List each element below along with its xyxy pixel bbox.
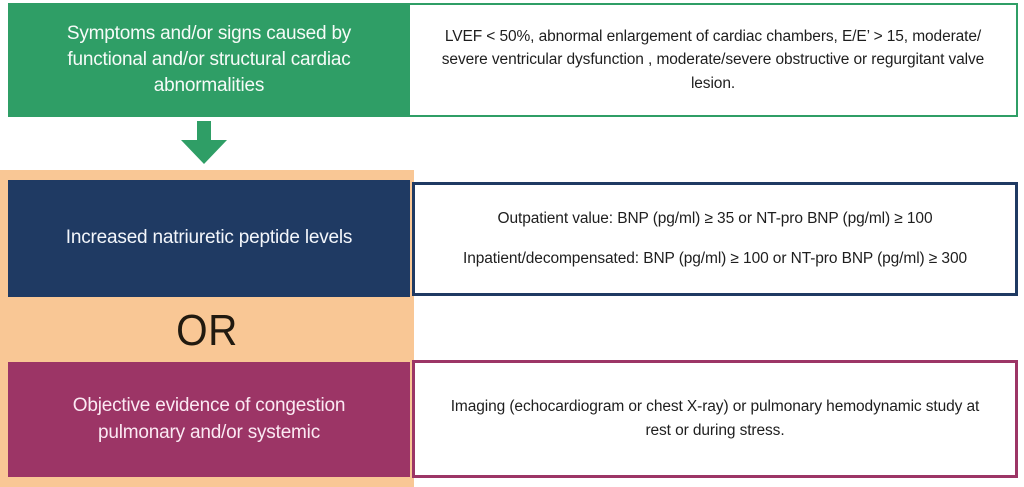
congestion-criterion-label: Objective evidence of congestion pulmona… bbox=[72, 395, 346, 443]
natriuretic-peptide-criterion-box: Increased natriuretic peptide levels bbox=[8, 180, 410, 297]
or-label: OR bbox=[176, 306, 238, 355]
down-arrow-icon bbox=[181, 121, 227, 164]
inpatient-bnp-threshold-text: Inpatient/decompensated: BNP (pg/ml) ≥ 1… bbox=[463, 250, 967, 268]
outpatient-bnp-threshold-text: Outpatient value: BNP (pg/ml) ≥ 35 or NT… bbox=[497, 210, 933, 227]
natriuretic-peptide-criterion-label: Increased natriuretic peptide levels bbox=[65, 227, 353, 249]
structural-abnormality-detail-box: LVEF < 50%, abnormal enlargement of card… bbox=[408, 3, 1018, 117]
imaging-detail-box: Imaging (echocardiogram or chest X-ray) … bbox=[412, 360, 1018, 478]
congestion-criterion-box: Objective evidence of congestion pulmona… bbox=[8, 362, 410, 477]
symptoms-criterion-label: Symptoms and/or signs caused by function… bbox=[66, 22, 352, 97]
bnp-thresholds-detail-box: Outpatient value: BNP (pg/ml) ≥ 35 or NT… bbox=[412, 182, 1018, 296]
symptoms-criterion-box: Symptoms and/or signs caused by function… bbox=[8, 3, 410, 117]
imaging-detail-text: Imaging (echocardiogram or chest X-ray) … bbox=[450, 398, 980, 439]
structural-abnormality-detail-text: LVEF < 50%, abnormal enlargement of card… bbox=[441, 27, 985, 92]
